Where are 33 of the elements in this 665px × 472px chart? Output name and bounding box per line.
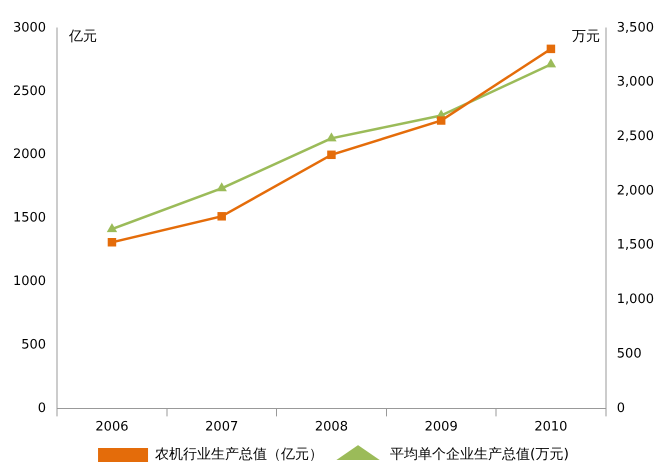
- y-tick-label: 1000: [12, 274, 46, 289]
- y2-tick-label: 2,500: [616, 129, 654, 144]
- legend-label: 农机行业生产总值（亿元）: [155, 446, 324, 463]
- point: [217, 212, 226, 221]
- y-tick-label: 500: [21, 337, 46, 352]
- y2-tick-label: 1,000: [616, 292, 654, 308]
- point: [436, 116, 446, 125]
- y-tick-label: 3000: [12, 20, 46, 36]
- point: [216, 182, 227, 192]
- y-axis-title: 亿元: [68, 28, 98, 45]
- y2-tick-label: 500: [616, 346, 642, 362]
- y-tick-label: 0: [38, 400, 46, 416]
- y2-tick-label: 1,500: [616, 238, 654, 253]
- point: [326, 132, 337, 142]
- legend-label: 平均单个企业生产总值(万元): [390, 446, 569, 463]
- point: [108, 238, 116, 247]
- point: [106, 223, 118, 232]
- point: [546, 58, 556, 68]
- y-tick-label: 2500: [12, 84, 46, 99]
- point: [546, 44, 556, 54]
- x-tick-label: 2006: [95, 420, 128, 435]
- y2-tick-label: 2,000: [616, 183, 654, 198]
- x-tick-label: 2009: [424, 420, 458, 435]
- y2-axis-title: 万元: [572, 28, 600, 45]
- y2-tick-label: 3,000: [616, 74, 654, 90]
- x-tick-label: 2010: [534, 420, 568, 435]
- y-tick-label: 2000: [12, 147, 46, 162]
- point: [327, 150, 336, 160]
- x-tick-label: 2007: [205, 420, 238, 435]
- y-tick-label: 1500: [12, 210, 46, 226]
- y2-tick-label: 0: [616, 400, 626, 416]
- y2-tick-label: 3,500: [616, 20, 654, 36]
- x-tick-label: 2008: [314, 420, 348, 435]
